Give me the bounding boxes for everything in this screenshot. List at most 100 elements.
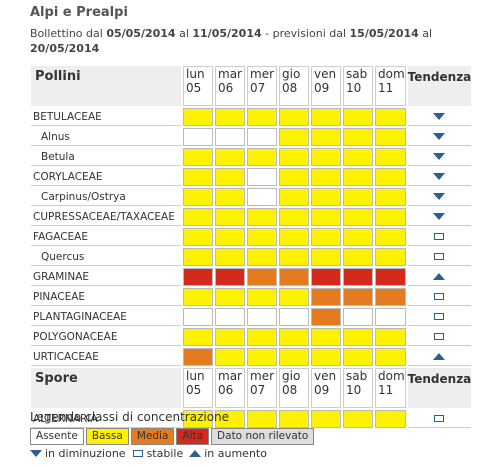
bulletin-part: - previsioni dal — [261, 27, 350, 40]
concentration-cell — [279, 248, 309, 266]
concentration-cell — [215, 268, 245, 286]
concentration-cell — [343, 188, 373, 206]
concentration-cell — [215, 188, 245, 206]
concentration-cell — [311, 108, 341, 126]
concentration-cell — [375, 308, 406, 326]
day-header: gio 08 — [279, 368, 309, 408]
concentration-cell — [215, 148, 245, 166]
trend-icon-down — [433, 133, 446, 140]
day-header: mer 07 — [247, 368, 277, 408]
concentration-cell — [183, 208, 213, 226]
day-date: 05 — [186, 383, 202, 397]
bulletin: Bollettino dal 05/05/2014 al 11/05/2014 … — [30, 26, 470, 56]
concentration-cell — [375, 148, 406, 166]
trend-symbol — [433, 353, 446, 360]
bulletin-part: 05/05/2014 — [106, 27, 176, 40]
trend-cell — [407, 168, 472, 186]
taxon-name: PLANTAGINACEAE — [31, 308, 181, 326]
concentration-cell — [279, 148, 309, 166]
day-header: ven 09 — [311, 368, 341, 408]
data-row: BETULACEAE — [31, 108, 472, 126]
legend-trend-label: in diminuzione — [45, 447, 126, 460]
day-name: dom — [378, 67, 405, 81]
trend-icon-stable — [434, 333, 445, 340]
bulletin-part: al — [418, 27, 433, 40]
concentration-cell — [343, 108, 373, 126]
trend-symbol — [433, 133, 446, 140]
data-row: PINACEAE — [31, 288, 472, 306]
trend-icon-down — [433, 173, 446, 180]
day-date: 08 — [282, 81, 298, 95]
concentration-cell — [279, 228, 309, 246]
data-row: CUPRESSACEAE/TAXACEAE — [31, 208, 472, 226]
day-header: dom 11 — [375, 66, 406, 106]
concentration-cell — [215, 128, 245, 146]
concentration-cell — [343, 268, 373, 286]
legend-trend: in aumento — [189, 447, 267, 460]
trend-symbol — [433, 273, 446, 280]
data-row: ALTERNARIA — [31, 410, 472, 428]
trend-symbol — [433, 173, 446, 180]
concentration-cell — [343, 308, 373, 326]
concentration-cell — [343, 328, 373, 346]
legend-class: Assente — [30, 428, 84, 445]
bulletin-part: al — [175, 27, 193, 40]
legend-class: Media — [130, 428, 175, 445]
concentration-cell — [183, 228, 213, 246]
concentration-cell — [215, 288, 245, 306]
day-name: sab — [346, 369, 368, 383]
data-row: CORYLACEAE — [31, 168, 472, 186]
bulletin-part: 11/05/2014 — [192, 27, 262, 40]
trend-cell — [407, 348, 472, 366]
legend-trend-label: stabile — [146, 447, 184, 460]
concentration-cell — [343, 168, 373, 186]
concentration-cell — [343, 410, 373, 428]
concentration-cell — [247, 108, 277, 126]
day-date: 10 — [346, 81, 362, 95]
day-header: lun 05 — [183, 66, 213, 106]
legend-trend: in diminuzione — [30, 447, 126, 460]
taxon-name: CORYLACEAE — [31, 168, 181, 186]
concentration-cell — [311, 308, 341, 326]
trend-symbol — [433, 153, 446, 160]
concentration-cell — [279, 128, 309, 146]
legend-trend: stabile — [132, 447, 184, 460]
bulletin-part: 20/05/2014 — [30, 42, 100, 55]
trend-symbol — [434, 253, 445, 260]
concentration-cell — [375, 248, 406, 266]
day-name: mar — [218, 67, 242, 81]
trend-cell — [407, 410, 472, 428]
trend-icon-stable — [434, 253, 445, 260]
concentration-cell — [247, 208, 277, 226]
concentration-cell — [279, 328, 309, 346]
concentration-cell — [247, 168, 277, 186]
day-header: sab 10 — [343, 368, 373, 408]
trend-icon-down — [30, 450, 42, 457]
concentration-cell — [311, 168, 341, 186]
concentration-cell — [183, 128, 213, 146]
concentration-cell — [183, 168, 213, 186]
day-name: gio — [282, 369, 301, 383]
trend-icon-down — [433, 193, 446, 200]
concentration-cell — [343, 248, 373, 266]
taxon-name: BETULACEAE — [31, 108, 181, 126]
title: Alpi e Prealpi — [30, 5, 128, 20]
concentration-cell — [215, 348, 245, 366]
concentration-cell — [279, 168, 309, 186]
concentration-cell — [247, 148, 277, 166]
data-row: POLYGONACEAE — [31, 328, 472, 346]
taxon-name: URTICACEAE — [31, 348, 181, 366]
data-row: GRAMINAE — [31, 268, 472, 286]
concentration-cell — [375, 108, 406, 126]
concentration-cell — [375, 268, 406, 286]
trend-header: Tendenza — [407, 66, 472, 106]
legend-trends: in diminuzione stabile in aumento — [30, 447, 267, 460]
day-name: sab — [346, 67, 368, 81]
day-header: sab 10 — [343, 66, 373, 106]
day-date: 09 — [314, 383, 330, 397]
concentration-cell — [375, 168, 406, 186]
trend-cell — [407, 288, 472, 306]
concentration-cell — [279, 188, 309, 206]
trend-icon-up — [189, 450, 202, 457]
day-date: 10 — [346, 383, 362, 397]
